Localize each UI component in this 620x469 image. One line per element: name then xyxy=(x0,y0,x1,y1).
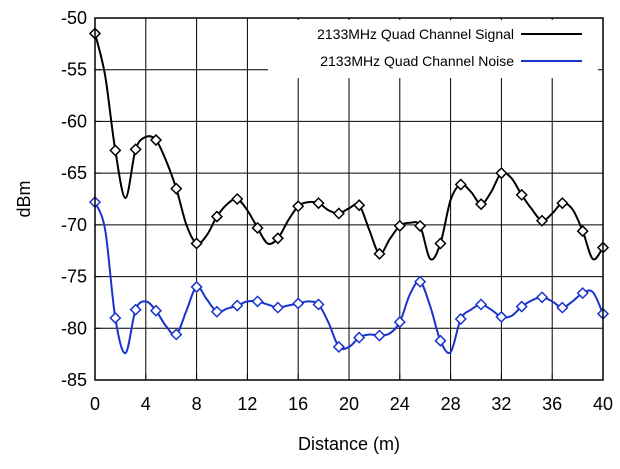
data-point-noise xyxy=(231,299,244,312)
data-point-noise xyxy=(373,329,386,342)
data-point-noise xyxy=(353,331,366,344)
x-tick-label: 32 xyxy=(491,394,511,414)
data-point-noise xyxy=(475,298,488,311)
y-axis-label: dBm xyxy=(14,180,34,217)
data-point-noise xyxy=(393,316,406,329)
data-point-signal xyxy=(292,200,305,213)
data-point-noise xyxy=(312,298,325,311)
data-point-signal xyxy=(576,225,589,238)
data-point-signal xyxy=(170,182,183,195)
data-point-signal xyxy=(535,214,549,227)
data-point-signal xyxy=(251,221,264,235)
legend-label-noise: 2133MHz Quad Channel Noise xyxy=(320,53,514,69)
data-point-signal xyxy=(556,197,569,210)
x-tick-label: 36 xyxy=(542,394,562,414)
data-point-signal xyxy=(393,219,406,232)
y-tick-label: -70 xyxy=(61,215,87,235)
data-point-signal xyxy=(414,219,427,232)
data-point-signal xyxy=(231,192,244,206)
data-point-signal xyxy=(109,144,122,157)
legend-background xyxy=(268,20,598,78)
data-point-noise xyxy=(535,291,549,304)
data-point-noise xyxy=(190,280,203,293)
y-tick-label: -80 xyxy=(61,318,87,338)
data-point-signal xyxy=(475,198,488,211)
data-point-noise xyxy=(210,305,223,318)
data-point-signal xyxy=(210,210,223,223)
data-point-noise xyxy=(332,340,345,353)
x-tick-label: 24 xyxy=(390,394,410,414)
data-point-signal xyxy=(454,178,467,191)
y-tick-label: -60 xyxy=(61,111,87,131)
data-point-noise xyxy=(576,287,589,300)
tick-labels: 0 4 8 12 16 20 24 28 32 36 40 -50 -55 -60 -65 -70 -75 -80… xyxy=(61,8,613,414)
y-tick-label: -55 xyxy=(61,60,87,80)
data-point-noise xyxy=(495,310,508,323)
data-point-noise xyxy=(292,297,305,310)
x-tick-label: 4 xyxy=(141,394,151,414)
legend: 2133MHz Quad Channel Signal 2133MHz Quad… xyxy=(268,20,598,78)
data-point-signal xyxy=(190,237,203,250)
x-tick-label: 40 xyxy=(593,394,613,414)
data-point-noise xyxy=(251,295,264,308)
data-point-noise xyxy=(414,275,427,288)
plot-frame xyxy=(94,17,604,381)
axes xyxy=(94,17,604,381)
data-point-noise xyxy=(109,311,122,325)
data-point-signal xyxy=(434,237,447,250)
x-axis-label: Distance (m) xyxy=(298,434,400,454)
y-tick-label: -85 xyxy=(61,370,87,390)
y-tick-label: -50 xyxy=(61,8,87,28)
data-point-noise xyxy=(556,301,569,314)
data-point-noise xyxy=(170,328,183,341)
data-point-signal xyxy=(312,197,325,210)
data-point-noise xyxy=(454,312,467,326)
legend-label-signal: 2133MHz Quad Channel Signal xyxy=(317,26,514,42)
y-tick-label: -65 xyxy=(61,163,87,183)
x-tick-label: 12 xyxy=(237,394,257,414)
data-point-noise xyxy=(149,304,163,317)
data-point-noise xyxy=(515,300,528,313)
data-point-signal xyxy=(515,188,528,201)
x-tick-label: 20 xyxy=(339,394,359,414)
data-point-signal xyxy=(149,133,163,147)
x-tick-label: 28 xyxy=(441,394,461,414)
x-tick-label: 0 xyxy=(90,394,100,414)
x-tick-label: 16 xyxy=(288,394,308,414)
x-tick-label: 8 xyxy=(192,394,202,414)
data-point-signal xyxy=(495,167,508,180)
data-point-signal xyxy=(129,143,142,156)
y-tick-label: -75 xyxy=(61,267,87,287)
series-markers xyxy=(88,27,610,353)
data-point-signal xyxy=(332,207,345,220)
data-point-noise xyxy=(434,334,447,347)
series-line-signal xyxy=(94,33,604,261)
data-point-noise xyxy=(271,301,284,314)
data-point-signal xyxy=(271,232,284,245)
data-point-signal xyxy=(353,199,366,212)
data-point-signal xyxy=(373,247,386,260)
data-point-noise xyxy=(129,303,142,316)
